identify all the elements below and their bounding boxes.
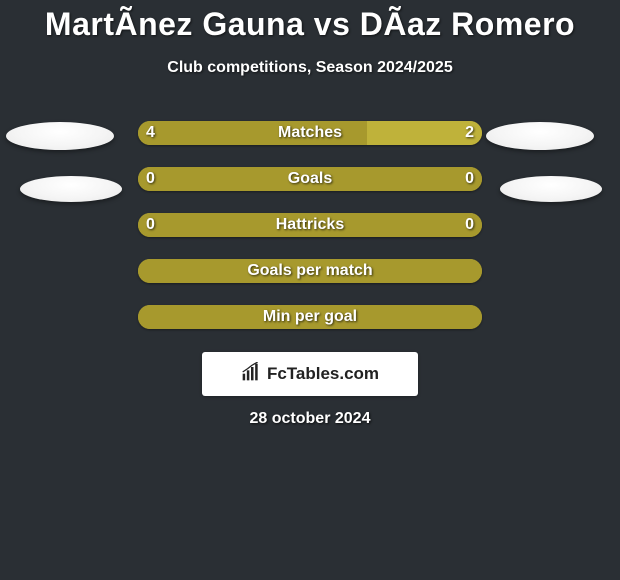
stat-value-left: 4 — [146, 124, 155, 142]
stat-bar: Goals per match — [138, 259, 482, 283]
stat-value-right: 0 — [465, 170, 474, 188]
stat-value-left: 0 — [146, 170, 155, 188]
stat-label: Min per goal — [263, 308, 357, 326]
decorative-ellipse — [486, 122, 594, 150]
stat-row: Min per goal — [0, 305, 620, 329]
stat-label: Goals per match — [247, 262, 372, 280]
date-label: 28 october 2024 — [0, 410, 620, 428]
stats-rows: 4 2 Matches 0 0 Goals 0 0 Hattricks Goals per mat… — [0, 121, 620, 329]
stat-bar: 0 0 Goals — [138, 167, 482, 191]
brand-text: FcTables.com — [267, 364, 379, 384]
page-subtitle: Club competitions, Season 2024/2025 — [0, 59, 620, 77]
stat-label: Goals — [288, 170, 332, 188]
stat-value-right: 0 — [465, 216, 474, 234]
stat-row: Goals per match — [0, 259, 620, 283]
decorative-ellipse — [20, 176, 122, 202]
stat-value-left: 0 — [146, 216, 155, 234]
stat-label: Matches — [278, 124, 342, 142]
page-title: MartÃ­nez Gauna vs DÃ­az Romero — [0, 0, 620, 43]
decorative-ellipse — [6, 122, 114, 150]
stat-bar: Min per goal — [138, 305, 482, 329]
stat-bar: 4 2 Matches — [138, 121, 482, 145]
brand-badge: FcTables.com — [202, 352, 418, 396]
stat-value-right: 2 — [465, 124, 474, 142]
stat-bar: 0 0 Hattricks — [138, 213, 482, 237]
chart-icon — [241, 362, 261, 387]
stat-row: 0 0 Hattricks — [0, 213, 620, 237]
stat-label: Hattricks — [276, 216, 344, 234]
decorative-ellipse — [500, 176, 602, 202]
